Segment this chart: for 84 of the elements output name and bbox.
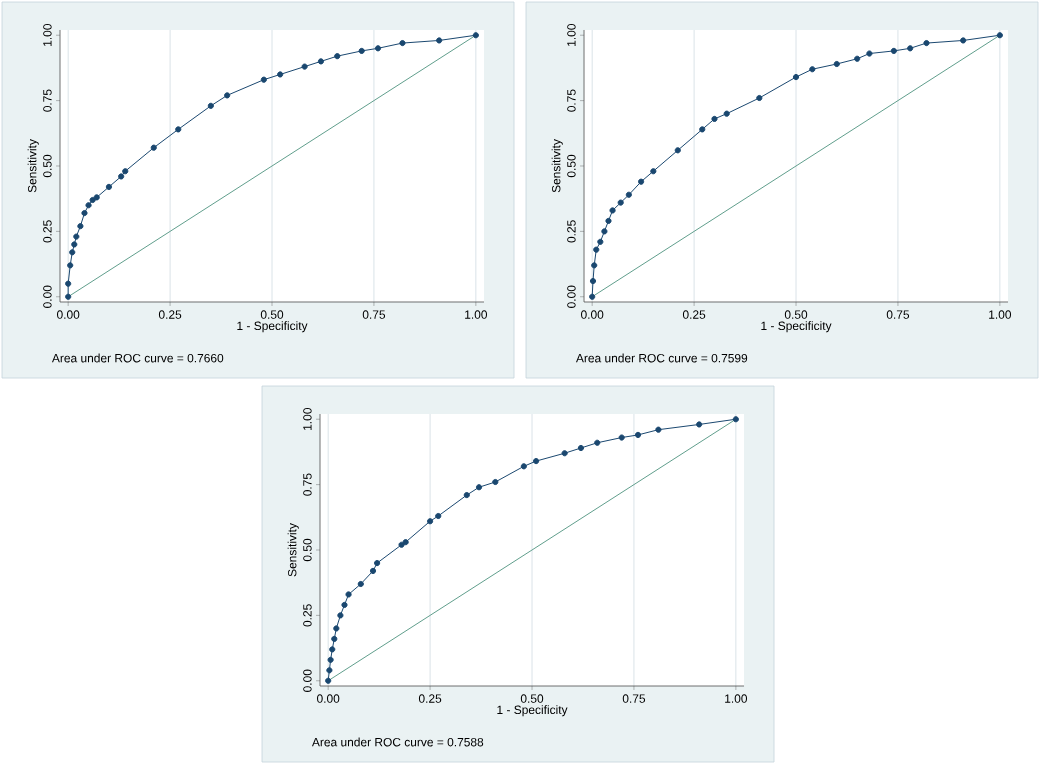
point [358, 47, 365, 55]
point [402, 539, 409, 546]
point [833, 60, 840, 68]
point [674, 147, 681, 154]
point [69, 249, 76, 256]
point [561, 450, 568, 457]
point [345, 591, 352, 598]
point [699, 126, 706, 133]
point [696, 421, 703, 428]
point [492, 478, 499, 486]
point [923, 39, 930, 47]
point [907, 45, 914, 52]
point [329, 646, 336, 653]
point [597, 238, 604, 245]
point [866, 50, 873, 57]
point [625, 191, 632, 198]
point [723, 110, 730, 117]
point [105, 183, 113, 191]
point [996, 32, 1003, 39]
point [605, 217, 612, 225]
point [71, 241, 78, 248]
point [341, 601, 348, 609]
point [326, 667, 333, 674]
point [593, 246, 600, 253]
point [65, 293, 72, 300]
point [475, 484, 483, 491]
point [260, 76, 267, 83]
point [118, 173, 125, 180]
point [333, 625, 340, 632]
point [890, 47, 897, 55]
point [617, 199, 624, 206]
point [374, 45, 382, 52]
point [374, 559, 381, 567]
point [77, 223, 84, 230]
point [89, 196, 96, 204]
point [175, 126, 182, 133]
point [369, 567, 377, 575]
point [732, 416, 739, 423]
point [436, 37, 443, 44]
point [638, 178, 645, 185]
point [399, 39, 406, 47]
point [601, 228, 608, 235]
point [85, 202, 92, 209]
point [854, 55, 861, 62]
point [609, 207, 616, 214]
point [325, 677, 332, 684]
point [594, 439, 601, 446]
point [463, 491, 470, 499]
point [427, 518, 434, 525]
point [337, 612, 344, 619]
point [589, 293, 596, 300]
point [122, 168, 129, 175]
point [150, 144, 157, 151]
point [577, 444, 585, 452]
point [327, 656, 334, 663]
point [224, 92, 231, 99]
point [472, 32, 479, 39]
point [301, 63, 308, 70]
point [334, 53, 341, 60]
point [435, 512, 442, 520]
point [65, 280, 72, 287]
point [589, 277, 597, 285]
point [357, 580, 364, 588]
point [533, 457, 540, 465]
point [67, 262, 74, 269]
point [591, 262, 598, 269]
point [650, 168, 657, 175]
point [73, 233, 80, 240]
point [207, 102, 214, 109]
point [655, 426, 662, 433]
point [520, 463, 527, 470]
point [618, 434, 625, 441]
point [960, 37, 967, 44]
point [93, 194, 100, 201]
point [792, 73, 800, 81]
point [809, 66, 816, 73]
point [81, 209, 88, 217]
point [277, 71, 284, 78]
point [711, 115, 718, 123]
point [398, 541, 405, 548]
point [756, 94, 763, 102]
point [634, 431, 642, 439]
point [331, 635, 338, 643]
point [317, 58, 325, 65]
